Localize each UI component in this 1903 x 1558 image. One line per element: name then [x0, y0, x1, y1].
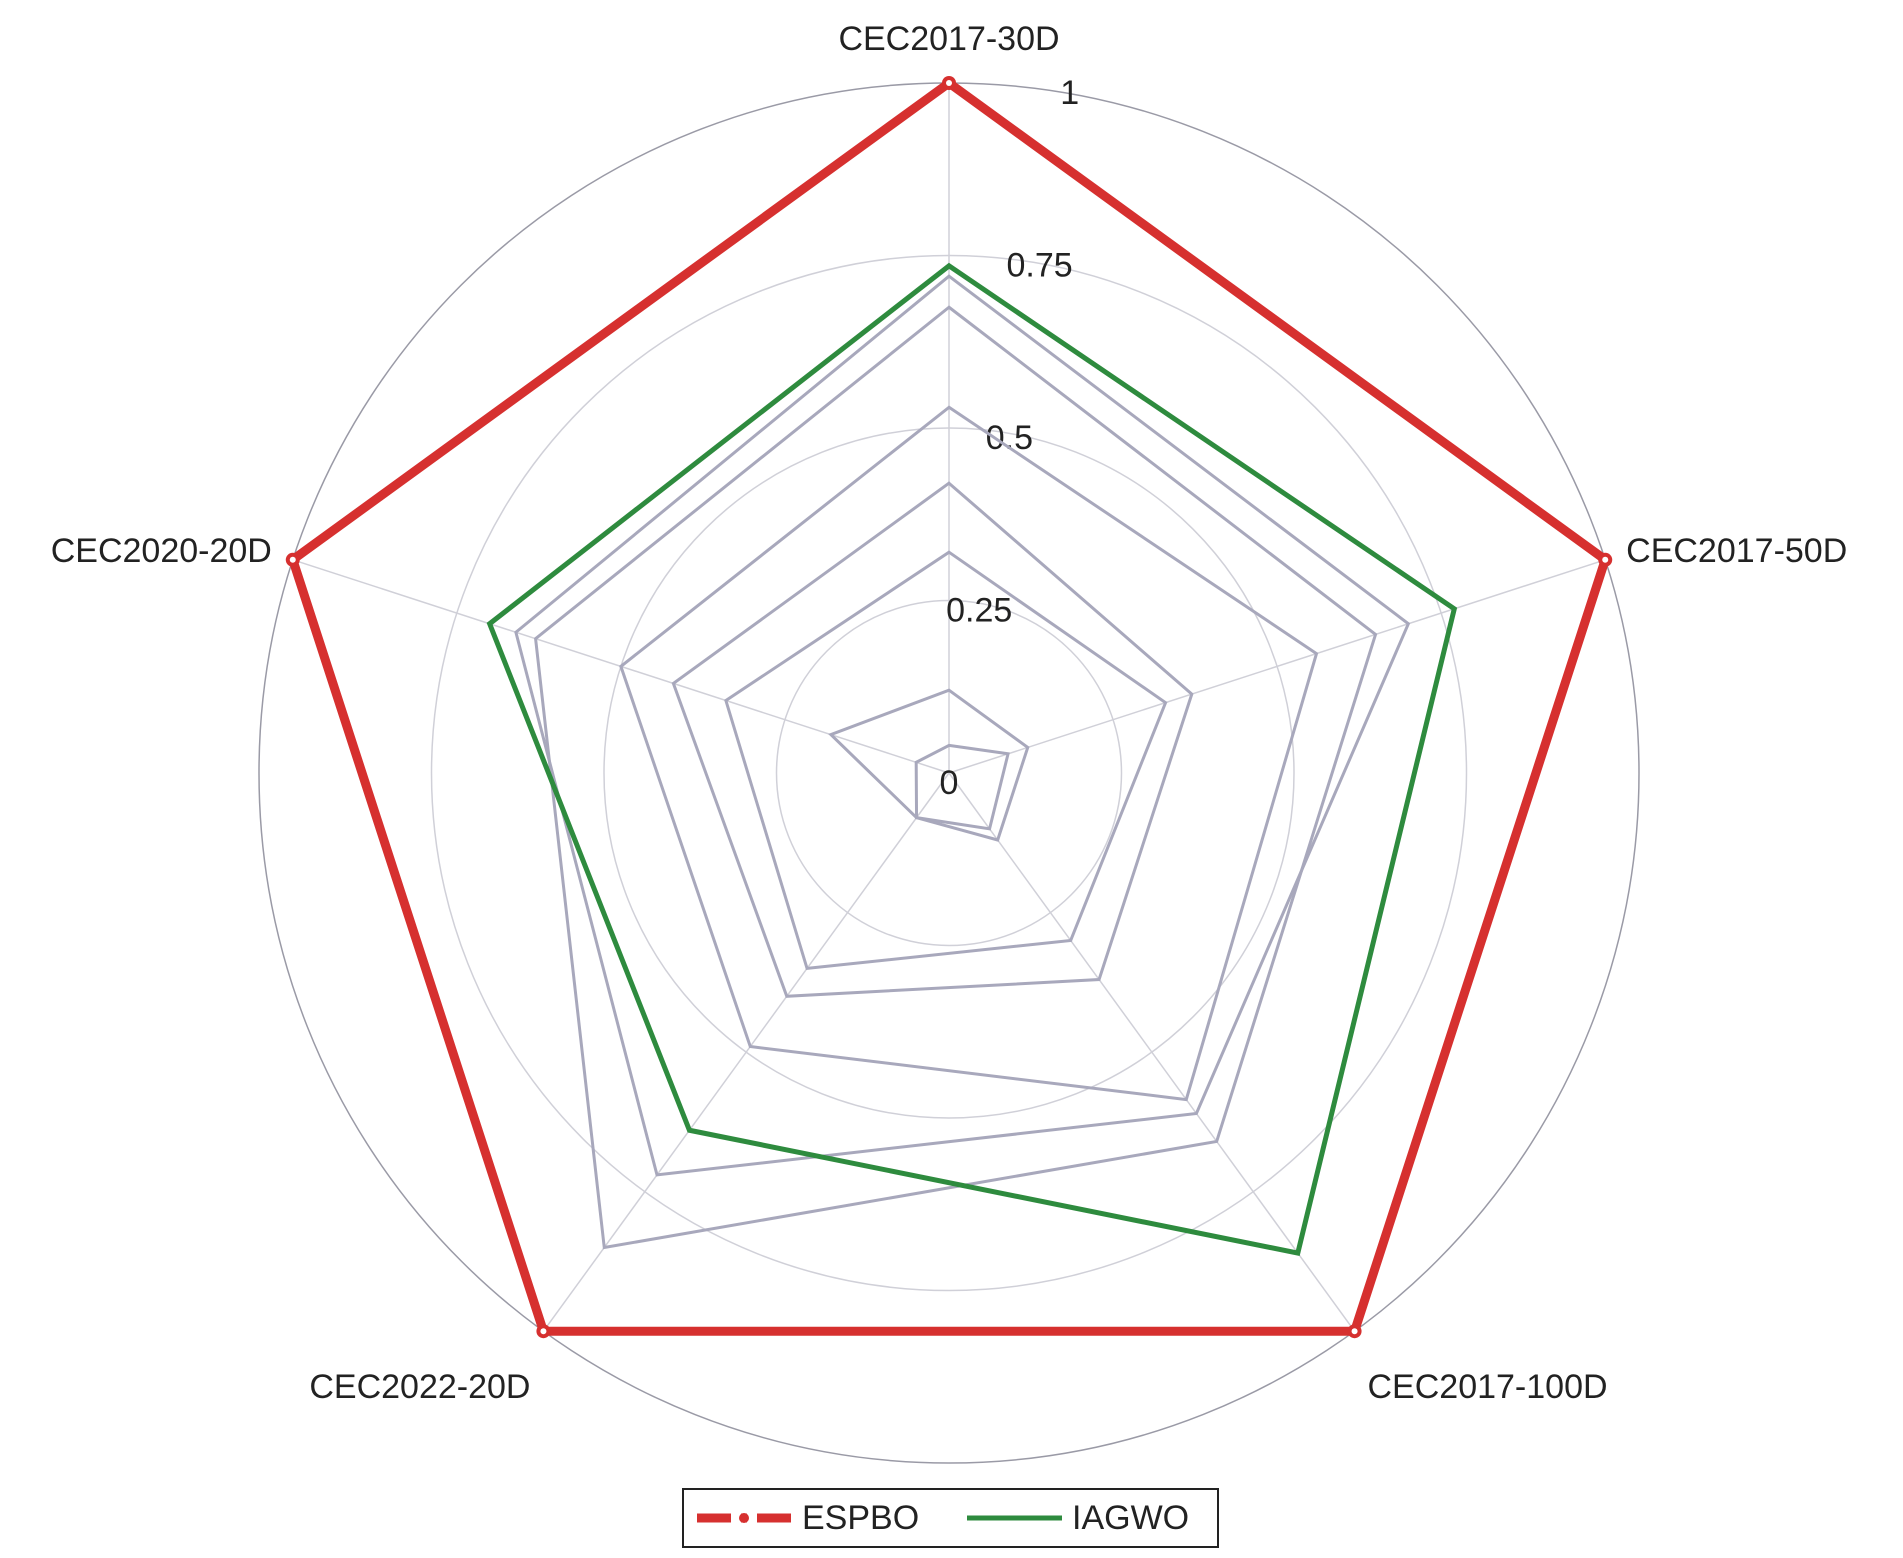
- spoke: [542, 772, 950, 1332]
- axis-label: CEC2020-20D: [51, 532, 272, 570]
- r-tick-label: 0.25: [946, 591, 1012, 629]
- series-line: [533, 305, 1378, 1250]
- axis-label: CEC2017-100D: [1368, 1368, 1608, 1406]
- legend-marker: [739, 1513, 749, 1523]
- series-line: [724, 550, 1168, 970]
- series-line: [914, 743, 1010, 831]
- spoke: [948, 559, 1606, 774]
- r-tick-label: 0: [940, 764, 959, 802]
- series-line: [671, 481, 1194, 998]
- axis-label: CEC2022-20D: [309, 1368, 530, 1406]
- vertex-marker-center: [1351, 1328, 1358, 1335]
- r-tick-label: 1: [1060, 74, 1079, 112]
- vertex-marker-center: [946, 80, 952, 86]
- series-line: [514, 274, 1411, 1177]
- series-line: [619, 405, 1319, 1102]
- series-line: [287, 77, 1611, 1336]
- legend-label: IAGWO: [1072, 1499, 1189, 1537]
- vertex-marker-center: [289, 556, 296, 563]
- spoke: [948, 772, 1356, 1332]
- vertex-marker-center: [1602, 556, 1609, 563]
- axis-label: CEC2017-50D: [1626, 532, 1847, 570]
- axis-label: CEC2017-30D: [838, 20, 1059, 58]
- series-line: [828, 688, 1030, 842]
- vertex-marker-center: [540, 1328, 547, 1335]
- r-tick-label: 0.75: [1006, 246, 1072, 284]
- legend-label: ESPBO: [802, 1499, 919, 1537]
- series-line: [486, 262, 1458, 1256]
